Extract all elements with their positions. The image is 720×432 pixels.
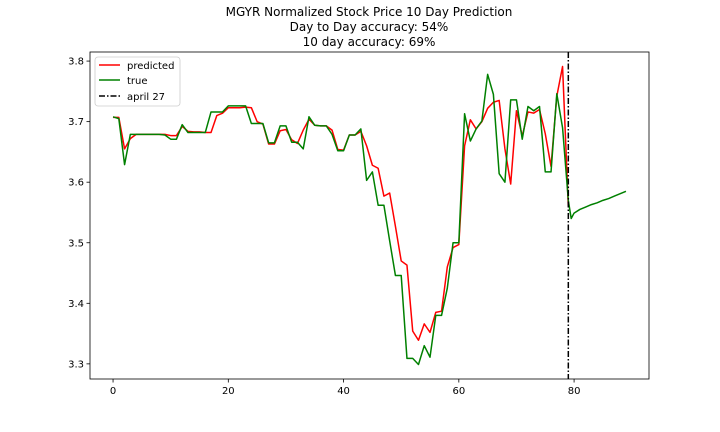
- x-tick-label: 80: [568, 386, 581, 397]
- x-tick-label: 60: [452, 386, 465, 397]
- legend-item-true: true: [99, 76, 148, 87]
- chart-title: MGYR Normalized Stock Price 10 Day Predi…: [226, 5, 513, 49]
- legend-item-predicted: predicted: [99, 61, 174, 72]
- title-line-3: 10 day accuracy: 69%: [303, 35, 436, 49]
- axes-frame: [89, 51, 650, 380]
- y-tick-label: 3.4: [68, 299, 84, 310]
- legend: predicted true april 27: [94, 56, 181, 107]
- legend-item-april-27: april 27: [99, 92, 165, 103]
- x-tick-label: 20: [222, 386, 235, 397]
- y-tick-label: 3.5: [68, 238, 84, 249]
- series-line-true: [112, 73, 627, 366]
- series-layer: [112, 65, 627, 366]
- x-axis: 0 20 40 60 80: [110, 379, 581, 397]
- y-tick-label: 3.3: [68, 359, 84, 370]
- y-tick-label: 3.8: [68, 57, 84, 68]
- y-tick-label: 3.6: [68, 178, 84, 189]
- legend-box: [94, 56, 181, 107]
- y-tick-label: 3.7: [68, 117, 84, 128]
- x-tick-label: 40: [337, 386, 350, 397]
- title-line-2: Day to Day accuracy: 54%: [290, 20, 449, 34]
- x-tick-label: 0: [110, 386, 116, 397]
- series-line-predicted: [113, 65, 570, 341]
- title-line-1: MGYR Normalized Stock Price 10 Day Predi…: [226, 5, 513, 19]
- legend-label-april-27: april 27: [127, 92, 165, 103]
- legend-label-predicted: predicted: [127, 61, 174, 72]
- plot-area: [89, 51, 650, 380]
- y-axis: 3.3 3.4 3.5 3.6 3.7 3.8: [68, 57, 90, 370]
- legend-label-true: true: [127, 76, 148, 87]
